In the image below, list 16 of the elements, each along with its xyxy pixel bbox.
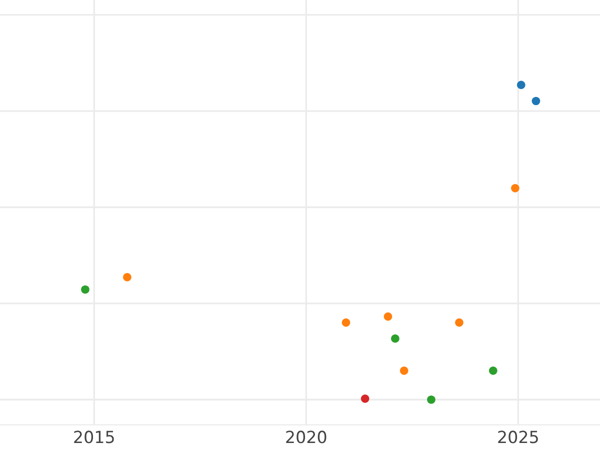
point	[360, 394, 370, 403]
point	[391, 334, 400, 343]
point	[516, 80, 526, 90]
x-tick-label: 2025	[498, 430, 538, 444]
point	[384, 312, 392, 321]
point	[400, 366, 408, 375]
point	[488, 366, 498, 375]
point	[427, 395, 436, 404]
point	[123, 273, 132, 282]
point	[81, 285, 90, 294]
point	[455, 318, 464, 327]
point	[342, 318, 350, 327]
point	[511, 184, 520, 192]
x-tick-label: 2015	[74, 430, 114, 444]
point	[532, 96, 540, 106]
x-tick-label: 2020	[286, 430, 326, 444]
